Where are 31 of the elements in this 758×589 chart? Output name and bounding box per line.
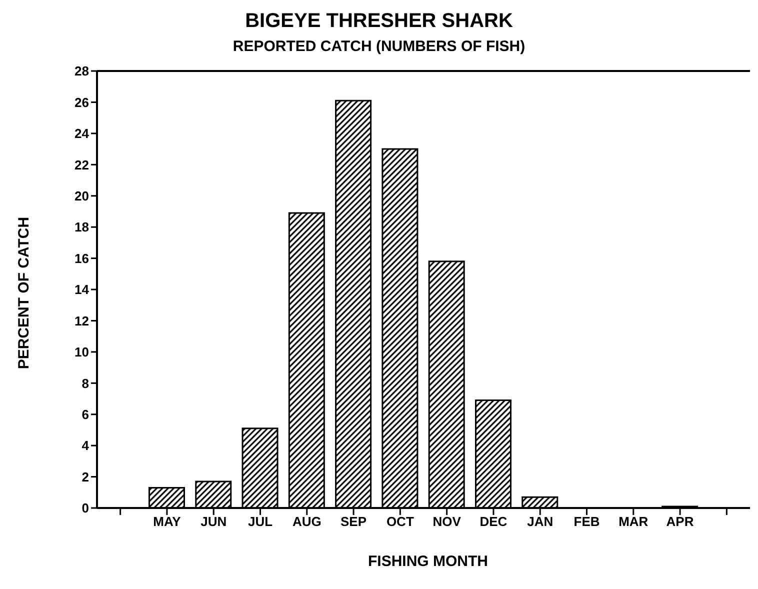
chart-subtitle: REPORTED CATCH (NUMBERS OF FISH): [232, 38, 526, 55]
y-tick-label: 8: [82, 376, 89, 391]
x-tick-label: AUG: [292, 514, 322, 530]
y-tick-label: 14: [74, 282, 90, 298]
x-tick-label: FEB: [574, 514, 600, 530]
y-tick-label: 0: [82, 500, 89, 516]
x-tick-label: APR: [666, 514, 694, 530]
y-tick-label: 16: [74, 250, 89, 266]
x-tick-label: JAN: [527, 514, 554, 530]
y-tick-label: 12: [74, 313, 89, 328]
y-tick-label: 18: [74, 220, 89, 235]
x-axis-title: FISHING MONTH: [367, 553, 489, 570]
y-tick-label: 26: [74, 94, 89, 110]
x-tick-label: MAY: [153, 514, 182, 530]
x-tick-label: OCT: [386, 514, 414, 530]
x-tick-label: SEP: [340, 514, 367, 530]
y-tick-label: 24: [74, 126, 90, 142]
x-tick-label: MAR: [618, 514, 649, 530]
x-tick-label: JUL: [248, 514, 273, 530]
x-tick-label: JUN: [200, 514, 227, 530]
chart-title: BIGEYE THRESHER SHARK: [244, 10, 514, 33]
x-tick-label: DEC: [480, 514, 508, 530]
y-tick-label: 2: [82, 469, 89, 484]
y-axis-title: PERCENT OF CATCH: [16, 216, 32, 370]
y-tick-label: 10: [74, 344, 89, 360]
y-tick-label: 22: [74, 157, 89, 172]
x-tick-label: NOV: [432, 514, 462, 530]
y-tick-label: 6: [82, 406, 89, 422]
y-tick-label: 28: [74, 64, 89, 79]
y-tick-label: 4: [82, 438, 90, 454]
y-tick-label: 20: [74, 188, 89, 204]
